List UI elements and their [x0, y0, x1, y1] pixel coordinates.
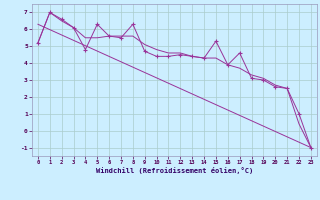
X-axis label: Windchill (Refroidissement éolien,°C): Windchill (Refroidissement éolien,°C)	[96, 167, 253, 174]
